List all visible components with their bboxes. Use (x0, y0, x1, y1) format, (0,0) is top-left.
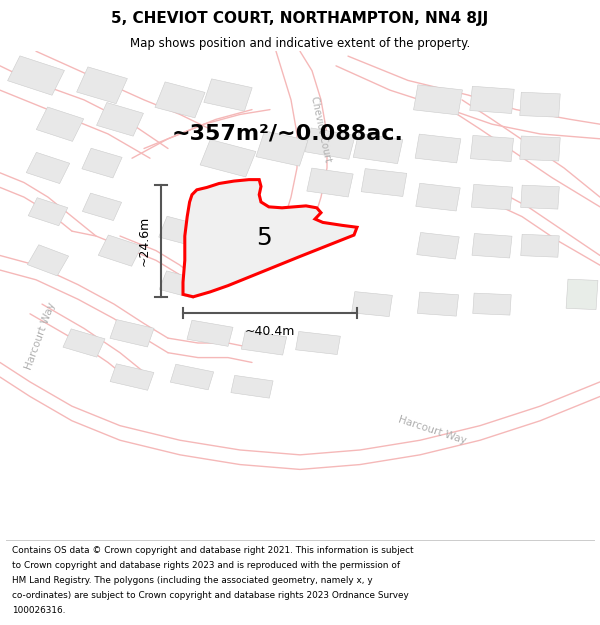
Bar (98, 235, 142, 266)
Text: HM Land Registry. The polygons (including the associated geometry, namely x, y: HM Land Registry. The polygons (includin… (12, 576, 373, 586)
Bar (77, 67, 127, 104)
Bar (413, 85, 463, 115)
Bar (82, 148, 122, 178)
Bar (417, 232, 459, 259)
Bar (566, 279, 598, 309)
Bar (256, 131, 308, 166)
Bar (353, 133, 403, 164)
Bar (8, 56, 64, 95)
Text: 5, CHEVIOT COURT, NORTHAMPTON, NN4 8JJ: 5, CHEVIOT COURT, NORTHAMPTON, NN4 8JJ (112, 11, 488, 26)
Text: 100026316.: 100026316. (12, 606, 65, 616)
Bar (82, 193, 122, 221)
Bar (26, 152, 70, 184)
Text: Harcourt Way: Harcourt Way (24, 301, 58, 371)
Bar (159, 216, 201, 246)
Text: Harcourt Way: Harcourt Way (397, 415, 467, 446)
Bar (97, 102, 143, 136)
Bar (415, 134, 461, 163)
Bar (155, 82, 205, 118)
Text: Contains OS data © Crown copyright and database right 2021. This information is : Contains OS data © Crown copyright and d… (12, 546, 413, 555)
Bar (521, 185, 559, 209)
Text: Map shows position and indicative extent of the property.: Map shows position and indicative extent… (130, 37, 470, 50)
Bar (110, 364, 154, 390)
Bar (305, 128, 355, 159)
Text: ~357m²/~0.088ac.: ~357m²/~0.088ac. (172, 124, 404, 144)
Bar (204, 79, 252, 111)
Bar (418, 292, 458, 316)
Bar (37, 107, 83, 141)
Text: 5: 5 (256, 226, 272, 251)
Bar (187, 320, 233, 346)
Text: co-ordinates) are subject to Crown copyright and database rights 2023 Ordnance S: co-ordinates) are subject to Crown copyr… (12, 591, 409, 601)
Bar (520, 136, 560, 161)
Text: ~24.6m: ~24.6m (137, 216, 151, 266)
Bar (472, 234, 512, 258)
Bar (521, 234, 559, 258)
Polygon shape (183, 179, 357, 297)
Bar (200, 139, 256, 177)
Bar (307, 168, 353, 197)
Bar (352, 292, 392, 317)
Bar (231, 376, 273, 398)
Text: Cheviot Court: Cheviot Court (309, 95, 333, 163)
Bar (28, 198, 68, 226)
Bar (520, 92, 560, 118)
Bar (470, 86, 514, 114)
Text: ~40.4m: ~40.4m (245, 325, 295, 338)
Bar (28, 245, 68, 276)
Bar (472, 184, 512, 210)
Bar (470, 136, 514, 162)
Bar (170, 364, 214, 390)
Bar (63, 329, 105, 357)
Bar (416, 183, 460, 211)
Bar (473, 293, 511, 315)
Text: to Crown copyright and database rights 2023 and is reproduced with the permissio: to Crown copyright and database rights 2… (12, 561, 400, 570)
Bar (361, 169, 407, 196)
Bar (241, 331, 287, 355)
Bar (159, 271, 201, 298)
Bar (296, 331, 340, 354)
Bar (110, 319, 154, 347)
